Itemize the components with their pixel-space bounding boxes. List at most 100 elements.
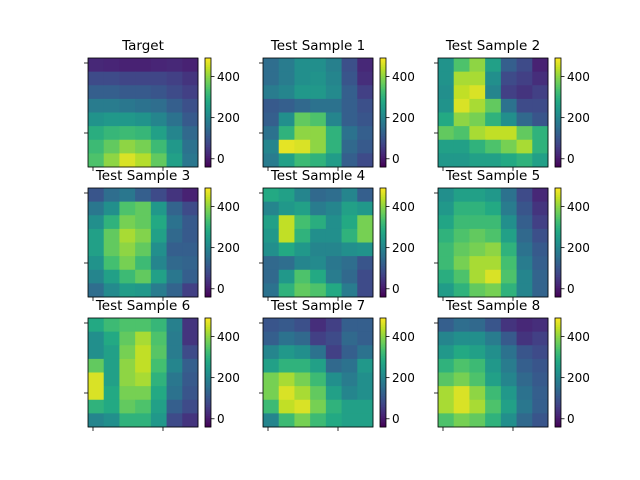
heatmap-cell bbox=[357, 126, 374, 141]
heatmap-cell bbox=[263, 112, 280, 127]
heatmap-cell bbox=[516, 153, 533, 168]
colorbar-segment bbox=[380, 385, 386, 388]
colorbar-segment bbox=[205, 145, 211, 148]
colorbar-segment bbox=[380, 337, 386, 341]
colorbar-segment bbox=[205, 379, 211, 382]
heatmap-cell bbox=[500, 98, 517, 113]
colorbar-segment bbox=[205, 136, 211, 139]
colorbar-segment bbox=[205, 139, 211, 142]
colorbar-segment bbox=[555, 401, 561, 404]
colorbar-segment bbox=[380, 368, 386, 372]
colorbar-segment bbox=[555, 72, 561, 75]
heatmap-cell bbox=[325, 126, 342, 141]
colorbar-segment bbox=[380, 343, 386, 346]
colorbar-segment bbox=[205, 242, 211, 245]
colorbar-segment bbox=[555, 347, 561, 350]
colorbar-tick-label: 400 bbox=[567, 330, 590, 344]
colorbar-segment bbox=[205, 61, 211, 64]
heatmap-cell bbox=[310, 215, 327, 230]
colorbar-segment bbox=[205, 65, 211, 68]
heatmap-panel: Test Sample 5 0 200 400 bbox=[434, 168, 590, 301]
colorbar-segment bbox=[555, 197, 561, 200]
heatmap-cell bbox=[263, 71, 280, 86]
heatmap-cell bbox=[88, 358, 105, 373]
colorbar-segment bbox=[555, 381, 561, 384]
heatmap-cell bbox=[469, 269, 486, 284]
colorbar-segment bbox=[555, 227, 561, 231]
colorbar-segment bbox=[555, 90, 561, 93]
heatmap-cell bbox=[516, 283, 533, 298]
colorbar-segment bbox=[555, 218, 561, 222]
colorbar-segment bbox=[555, 341, 561, 344]
heatmap-cell bbox=[88, 345, 105, 360]
colorbar-segment bbox=[205, 74, 211, 77]
colorbar-segment bbox=[555, 161, 561, 164]
colorbar-segment bbox=[205, 150, 211, 153]
colorbar-segment bbox=[555, 345, 561, 348]
colorbar-segment bbox=[205, 258, 211, 262]
colorbar-segment bbox=[205, 83, 211, 86]
heatmap-cell bbox=[119, 153, 136, 168]
colorbar-tick-label: 400 bbox=[567, 70, 590, 84]
colorbar-segment bbox=[205, 70, 211, 73]
colorbar-segment bbox=[555, 213, 561, 216]
colorbar-segment bbox=[380, 260, 386, 263]
colorbar-tick-label: 0 bbox=[217, 152, 225, 166]
colorbar-segment bbox=[555, 238, 561, 242]
colorbar-segment bbox=[555, 383, 561, 386]
heatmap-cell bbox=[166, 269, 183, 284]
colorbar-tick-label: 0 bbox=[392, 282, 400, 296]
heatmap-cell bbox=[294, 153, 311, 168]
colorbar-segment bbox=[205, 87, 211, 90]
heatmap-cell bbox=[150, 413, 167, 428]
heatmap-cell bbox=[88, 58, 105, 73]
colorbar-segment bbox=[555, 337, 561, 341]
colorbar-segment bbox=[380, 207, 386, 211]
colorbar-segment bbox=[555, 278, 561, 282]
colorbar-segment bbox=[555, 273, 561, 276]
colorbar-segment bbox=[205, 226, 211, 229]
heatmap-cell bbox=[278, 201, 295, 216]
colorbar-segment bbox=[205, 134, 211, 137]
heatmap-cell bbox=[341, 201, 358, 216]
colorbar-segment bbox=[380, 394, 386, 397]
heatmap-cell bbox=[278, 139, 295, 154]
colorbar-segment bbox=[555, 136, 561, 139]
heatmap-cell bbox=[357, 153, 374, 168]
heatmap-cell bbox=[135, 188, 152, 203]
colorbar-segment bbox=[380, 408, 386, 412]
heatmap-cell bbox=[438, 372, 455, 387]
colorbar-segment bbox=[205, 58, 211, 61]
colorbar-segment bbox=[555, 419, 561, 422]
colorbar-segment bbox=[205, 347, 211, 350]
panel-title: Test Sample 8 bbox=[445, 298, 540, 314]
colorbar-segment bbox=[205, 191, 211, 194]
heatmap-cell bbox=[119, 215, 136, 230]
heatmap-cell bbox=[150, 153, 167, 168]
colorbar-segment bbox=[555, 251, 561, 254]
colorbar-segment bbox=[380, 127, 386, 130]
colorbar-segment bbox=[380, 289, 386, 292]
colorbar-segment bbox=[555, 368, 561, 372]
heatmap-cell bbox=[88, 256, 105, 271]
axes-frame bbox=[87, 57, 199, 168]
heatmap-cell bbox=[182, 242, 199, 257]
colorbar-segment bbox=[380, 197, 386, 200]
heatmap-cell bbox=[453, 188, 470, 203]
heatmap-cell bbox=[135, 242, 152, 257]
heatmap-cell bbox=[500, 71, 517, 86]
colorbar-segment bbox=[205, 423, 211, 426]
colorbar-segment bbox=[205, 419, 211, 422]
heatmap-cell bbox=[278, 153, 295, 168]
heatmap-cell bbox=[438, 256, 455, 271]
colorbar-segment bbox=[555, 99, 561, 102]
heatmap-cell bbox=[278, 112, 295, 127]
heatmap-cell bbox=[263, 242, 280, 257]
colorbar-tick-label: 200 bbox=[217, 241, 240, 255]
colorbar-segment bbox=[380, 352, 386, 355]
colorbar-segment bbox=[555, 260, 561, 263]
heatmap-cell bbox=[135, 358, 152, 373]
colorbar-segment bbox=[205, 130, 211, 133]
heatmap-cell bbox=[310, 331, 327, 346]
heatmap-cell bbox=[516, 139, 533, 154]
